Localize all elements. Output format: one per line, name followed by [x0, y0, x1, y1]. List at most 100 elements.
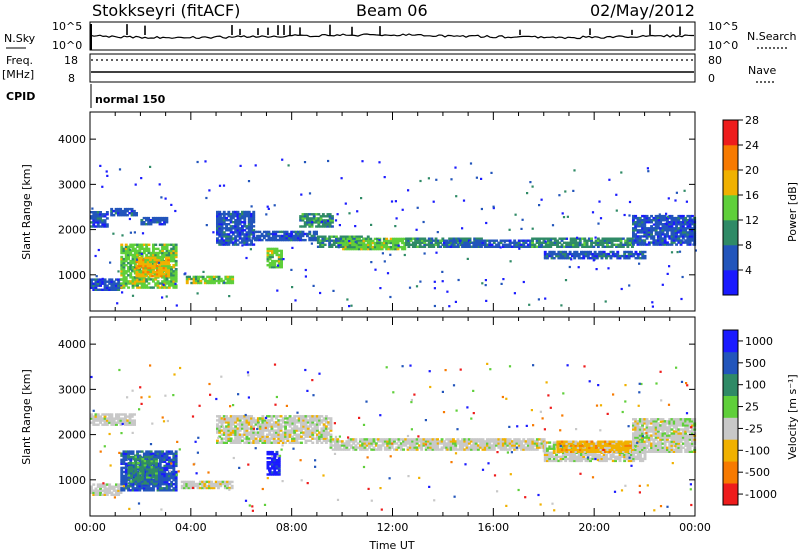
echo-cell [380, 243, 384, 247]
echo-cell [394, 243, 398, 247]
echo-cell [156, 489, 160, 492]
echo-cell [312, 238, 316, 242]
echo-cell [323, 239, 327, 242]
echo-cell [652, 239, 656, 242]
echo-cell [274, 236, 278, 240]
echo-cell [136, 485, 139, 488]
echo-cell [156, 247, 160, 251]
echo-cell [319, 235, 322, 238]
echo-cell [301, 234, 305, 238]
echo-cell [429, 440, 433, 443]
echo-cell [152, 487, 155, 490]
echo-cell [522, 280, 525, 284]
echo-cell [138, 282, 142, 285]
echo-cell [382, 243, 386, 247]
echo-cell [407, 189, 410, 192]
echo-cell [313, 415, 317, 418]
echo-cell [418, 245, 422, 248]
echo-cell [290, 417, 294, 420]
echo-cell [158, 243, 162, 246]
echo-cell [641, 250, 645, 254]
echo-cell [681, 241, 685, 244]
echo-cell [216, 223, 219, 226]
echo-cell [330, 243, 334, 246]
echo-cell [335, 239, 338, 242]
echo-cell [267, 238, 271, 242]
echo-cell [621, 245, 625, 248]
echo-cell [425, 239, 429, 242]
echo-cell [379, 440, 383, 443]
echo-cell [320, 421, 324, 424]
echo-cell [141, 462, 145, 465]
echo-cell [327, 423, 331, 426]
echo-cell [485, 221, 488, 225]
echo-cell [147, 247, 151, 251]
echo-cell [150, 455, 154, 459]
echo-cell [466, 237, 470, 240]
echo-cell [288, 423, 292, 426]
echo-cell [277, 264, 281, 267]
echo-cell [128, 248, 132, 251]
echo-cell [164, 258, 168, 262]
echo-cell [308, 230, 312, 234]
echo-cell [230, 486, 234, 490]
echo-cell [670, 229, 674, 232]
echo-cell [238, 417, 242, 420]
echo-cell [124, 466, 128, 470]
echo-cell [227, 243, 231, 246]
echo-cell [222, 233, 226, 236]
echo-cell [105, 487, 109, 490]
echo-cell [121, 413, 125, 416]
echo-cell [275, 415, 278, 418]
echo-cell [418, 438, 421, 441]
echo-cell [380, 241, 384, 245]
echo-cell [308, 221, 312, 224]
echo-cell [328, 241, 332, 244]
echo-cell [304, 439, 308, 442]
power-x-ticks [89, 112, 696, 311]
echo-cell [231, 214, 235, 218]
echo-cell [652, 216, 656, 220]
echo-cell [163, 487, 167, 490]
echo-cell [326, 223, 330, 226]
echo-cell [389, 247, 393, 251]
echo-cell [538, 442, 542, 445]
echo-cell [420, 438, 424, 441]
echo-cell [343, 442, 346, 445]
echo-cell [378, 237, 382, 241]
echo-cell [152, 243, 155, 246]
echo-cell [319, 239, 322, 242]
echo-cell [163, 470, 167, 474]
echo-cell [281, 419, 285, 422]
echo-cell [271, 266, 274, 269]
echo-cell [297, 441, 301, 444]
echo-cell [161, 458, 164, 461]
echo-cell [274, 230, 278, 234]
echo-cell [397, 446, 401, 449]
echo-cell [552, 459, 556, 463]
echo-cell [442, 243, 446, 246]
echo-cell [659, 231, 663, 234]
echo-cell [105, 421, 109, 424]
echo-cell [540, 245, 544, 248]
echo-cell [277, 463, 281, 466]
echo-cell [670, 231, 674, 234]
echo-cell [163, 474, 167, 478]
echo-cell [320, 441, 324, 444]
echo-cell [275, 423, 278, 426]
echo-cell [583, 239, 587, 242]
echo-cell [522, 243, 526, 246]
echo-cell [608, 241, 612, 244]
echo-cell [127, 455, 131, 459]
echo-cell [668, 229, 672, 232]
echo-cell [134, 478, 138, 481]
echo-cell [266, 467, 270, 470]
echo-cell [165, 466, 169, 470]
echo-cell [313, 419, 317, 422]
echo-cell [540, 241, 544, 244]
echo-cell [348, 212, 351, 215]
echo-cell [315, 225, 318, 228]
echo-cell [225, 437, 228, 440]
echo-cell [141, 474, 145, 477]
